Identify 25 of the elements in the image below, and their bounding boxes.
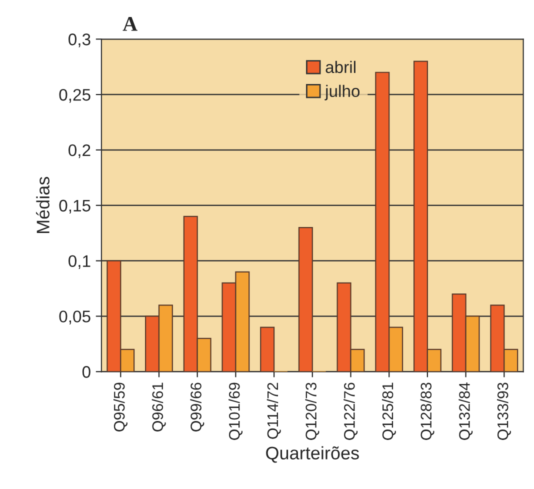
x-tick-label: Q133/93 [497, 382, 511, 440]
x-tick-label: Q99/66 [190, 382, 204, 432]
legend-label: julho [324, 84, 360, 100]
x-tick-label: Q101/69 [228, 382, 243, 440]
legend-label: abril [326, 60, 356, 74]
y-tick-label: 0,2 [68, 144, 90, 158]
y-tick-label: 0,15 [59, 200, 90, 214]
x-axis-title: Quarteirões [266, 446, 359, 463]
x-tick-label: Q122/76 [344, 382, 358, 440]
x-tick-label: Q96/61 [152, 382, 166, 432]
x-tick-label: Q114/72 [266, 382, 281, 439]
bar [298, 226, 313, 372]
x-tick-label: Q125/81 [382, 382, 396, 440]
y-tick-label: 0 [82, 366, 90, 378]
y-tick-label: 0,05 [59, 310, 90, 324]
chart-title: A [122, 17, 138, 31]
x-tick-label: Q128/83 [420, 382, 434, 440]
x-tick-label: Q132/84 [458, 382, 473, 440]
bar [260, 326, 275, 372]
y-tick-label: 0,1 [68, 255, 90, 269]
y-tick-label: 0,3 [68, 34, 90, 48]
x-tick-label: Q120/73 [305, 382, 320, 440]
y-axis-title: Médias [36, 176, 50, 233]
y-tick-label: 0,25 [59, 88, 90, 103]
x-tick-label: Q95/59 [114, 382, 128, 432]
